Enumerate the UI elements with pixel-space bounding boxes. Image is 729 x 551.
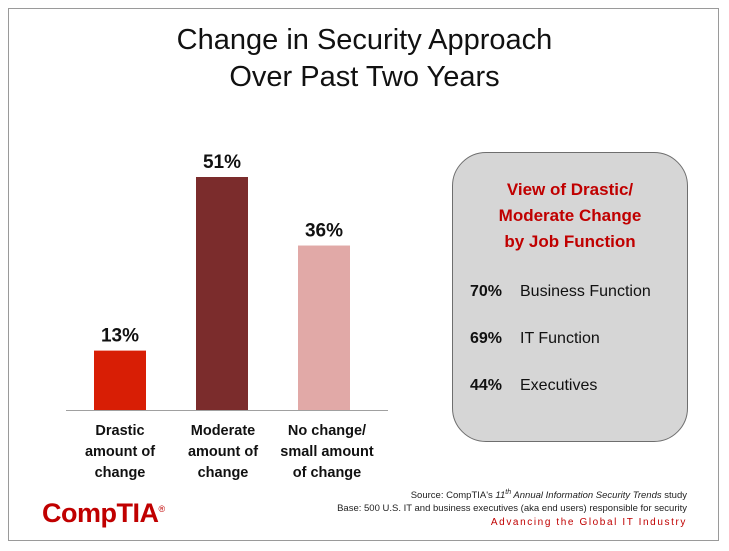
bar-drastic xyxy=(94,350,146,410)
panel-row-business: 70% Business Function xyxy=(470,283,651,301)
panel-row-label: Executives xyxy=(520,377,598,394)
slide-frame xyxy=(8,8,719,541)
source-note: Source: CompTIA's 11th Annual Informatio… xyxy=(410,489,687,502)
chart-title-line-2: Over Past Two Years xyxy=(229,61,500,93)
bar-value-label-drastic: 13% xyxy=(101,326,139,347)
base-note: Base: 500 U.S. IT and business executive… xyxy=(337,503,687,514)
category-label-drastic: Drastic amount of change xyxy=(84,423,156,481)
comptia-logo: CompTIA® xyxy=(42,498,165,528)
panel-row-pct: 44% xyxy=(470,377,503,394)
panel-row-label: IT Function xyxy=(520,330,600,347)
panel-row-it: 69% IT Function xyxy=(470,330,600,348)
job-function-panel: View of Drastic/ Moderate Change by Job … xyxy=(452,152,688,442)
panel-row-label: Business Function xyxy=(520,283,651,300)
bar-moderate xyxy=(196,177,248,410)
panel-row-pct: 69% xyxy=(470,330,503,347)
bar-value-label-moderate: 51% xyxy=(203,152,241,173)
chart-title-line-1: Change in Security Approach xyxy=(176,24,553,56)
category-label-moderate: Moderate amount of change xyxy=(187,423,259,481)
category-label-no-change: No change/ small amount of change xyxy=(280,423,374,481)
panel-title: View of Drastic/ Moderate Change by Job … xyxy=(498,180,642,251)
panel-row-pct: 70% xyxy=(470,283,503,300)
bar-value-label-no-change: 36% xyxy=(305,221,343,242)
bar-no-change xyxy=(298,245,350,410)
tagline: Advancing the Global IT Industry xyxy=(490,517,687,528)
panel-row-executives: 44% Executives xyxy=(470,377,597,395)
